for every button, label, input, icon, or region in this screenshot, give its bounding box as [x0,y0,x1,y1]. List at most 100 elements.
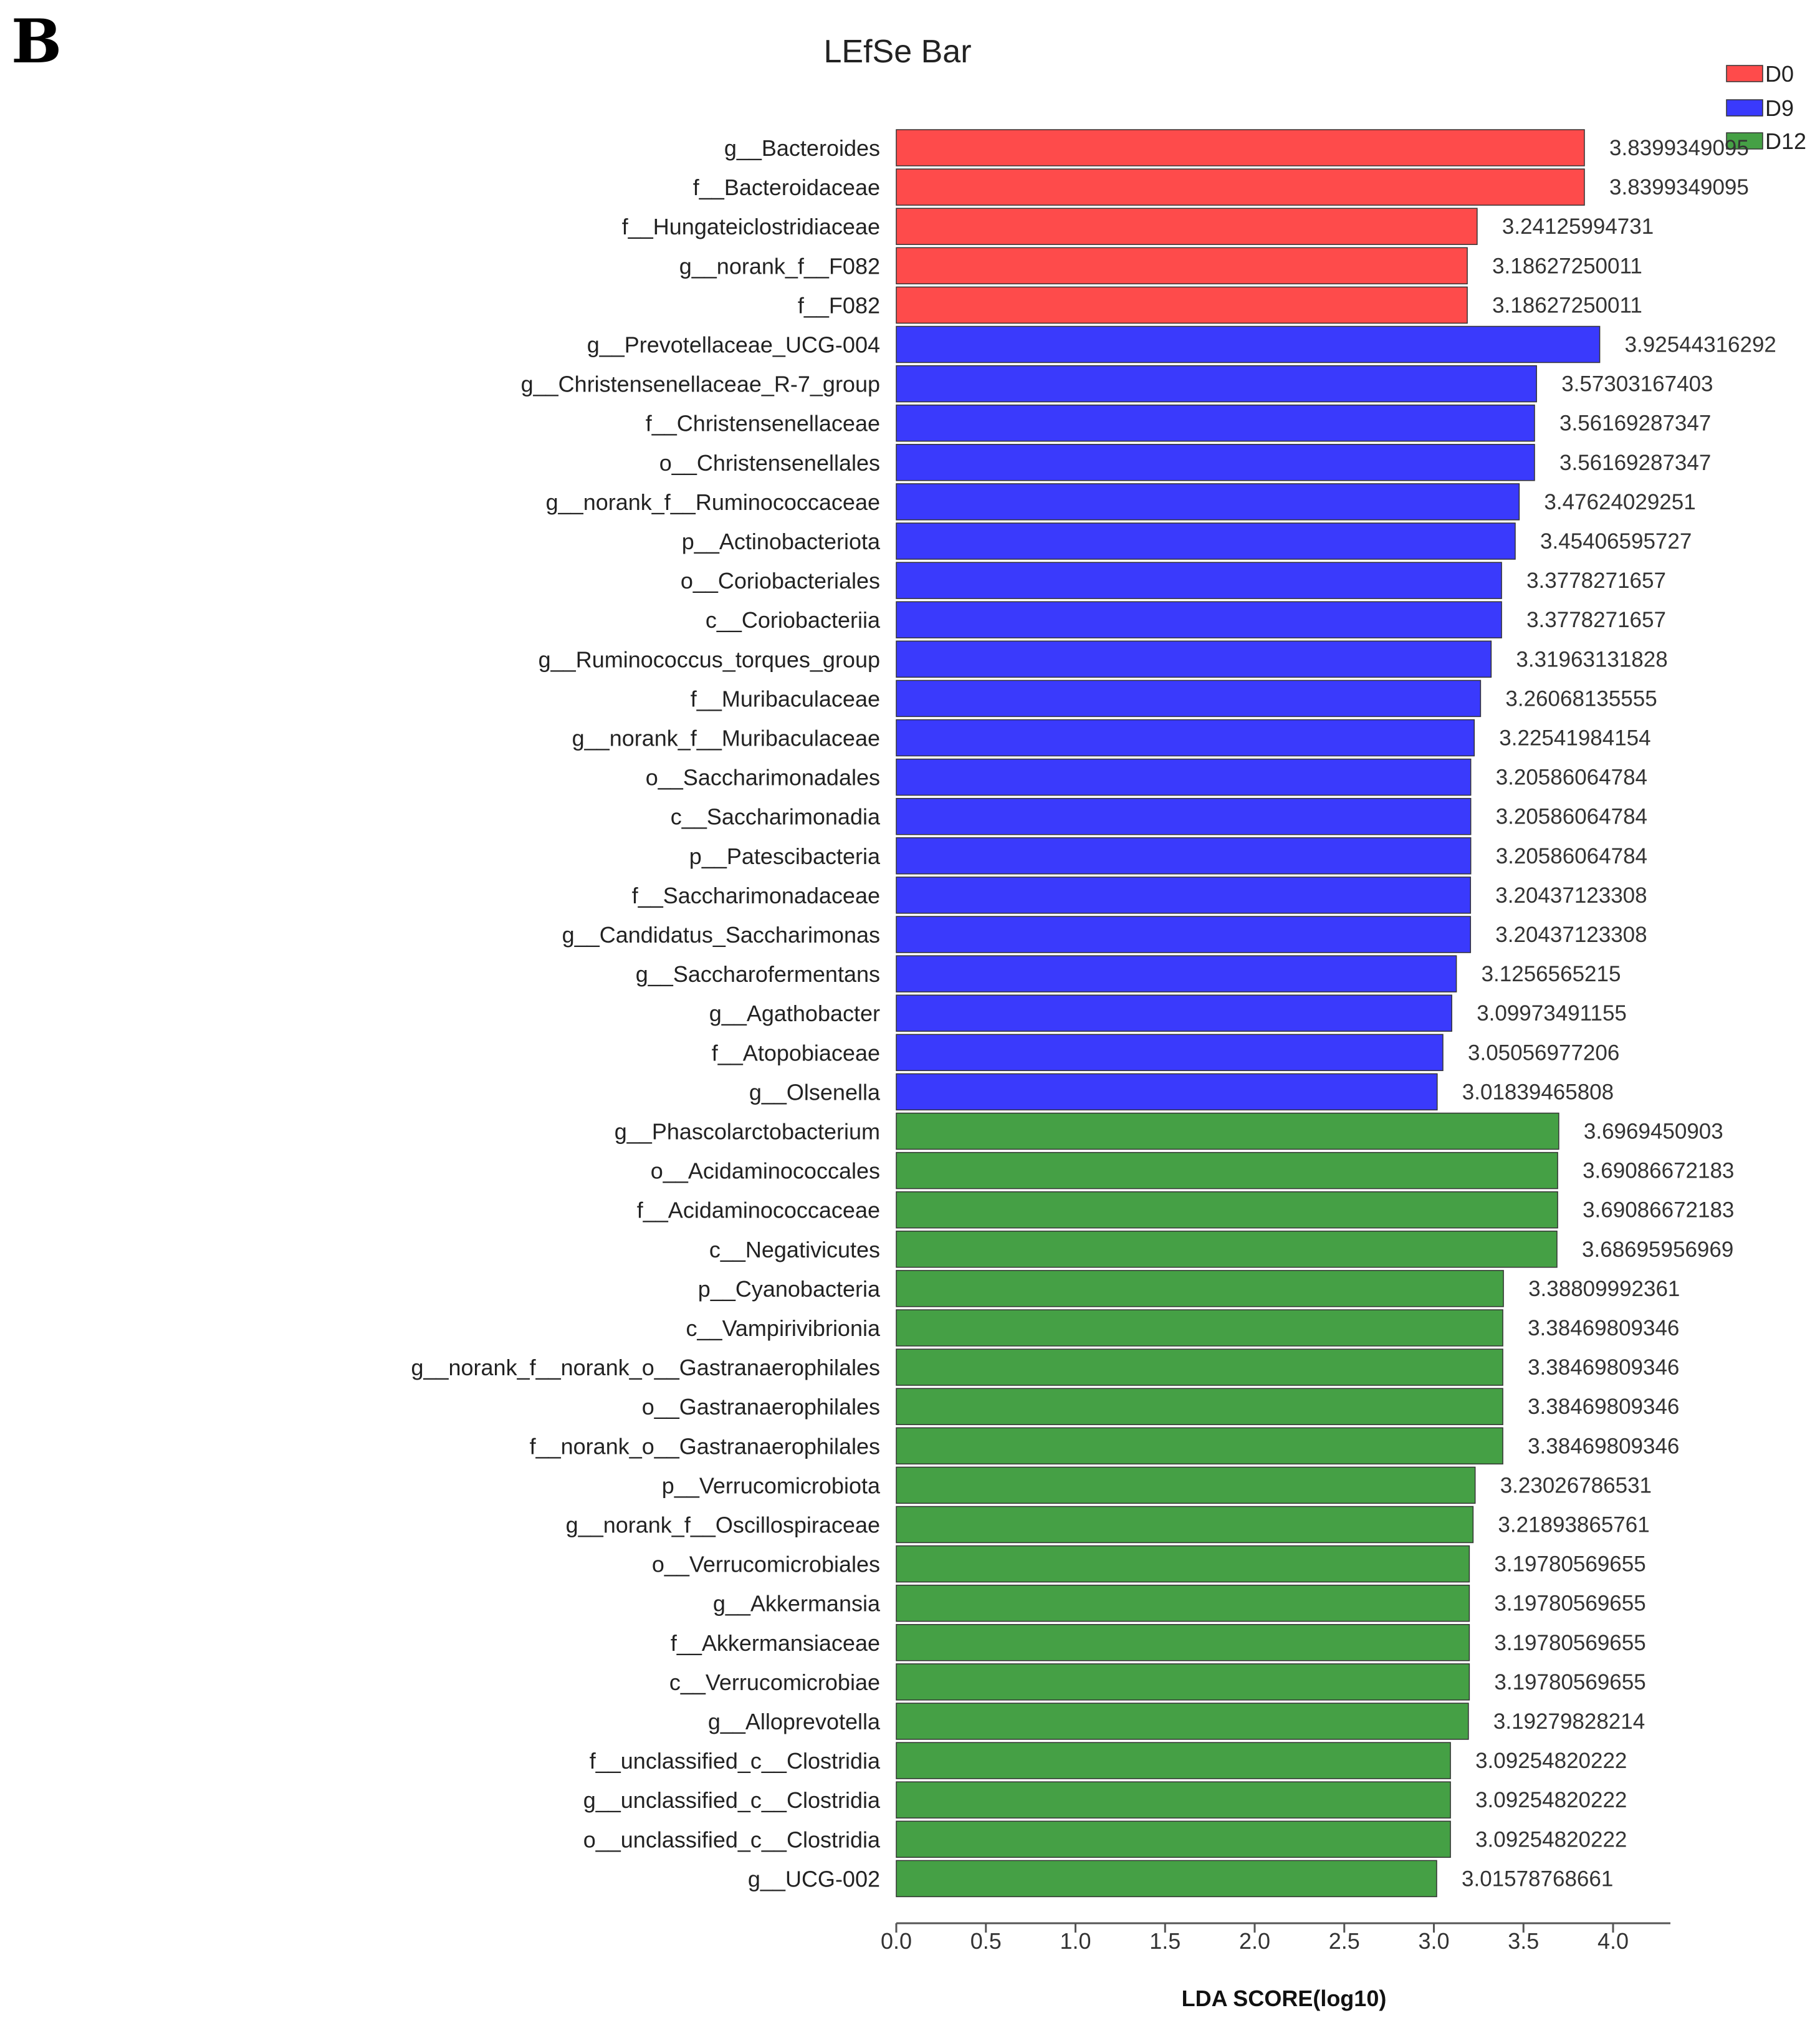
bar [896,286,1468,324]
value-label: 3.56169287347 [1559,451,1711,475]
bar [896,325,1601,363]
bar [896,1151,1558,1189]
bar [896,562,1502,599]
category-label: c__Saccharimonadia [671,804,881,830]
value-label: 3.18627250011 [1492,293,1642,317]
category-label: g__norank_f__Muribaculaceae [572,726,880,751]
category-label: g__Prevotellaceae_UCG-004 [587,332,880,358]
bar [896,758,1472,796]
x-tick-label: 2.0 [1239,1928,1270,1954]
bar [896,444,1535,481]
legend-swatch [1726,65,1763,82]
bar [896,1663,1470,1701]
bar [896,1703,1469,1740]
value-label: 3.38469809346 [1528,1434,1679,1458]
bar [896,1584,1470,1622]
value-label: 3.01578768661 [1462,1867,1613,1891]
bar [896,1781,1451,1819]
legend: D0 D9 D12 [1726,61,1806,154]
legend-label: D12 [1765,128,1806,154]
category-labels: g__Bacteroides f__Bacteroidaceae f__Hungat… [411,135,881,1891]
value-label: 3.3778271657 [1526,608,1666,632]
value-label: 3.20437123308 [1495,923,1647,947]
category-label: f__Hungateiclostridiaceae [622,214,880,239]
bar [896,994,1452,1032]
category-label: g__Phascolarctobacterium [615,1119,880,1145]
value-label: 3.20586064784 [1496,766,1647,790]
value-label: 3.31963131828 [1516,647,1667,671]
bars-group [896,129,1601,1898]
bar [896,1742,1451,1779]
value-label: 3.20586064784 [1496,844,1647,868]
category-label: g__Akkermansia [713,1591,881,1617]
value-label: 3.69086672183 [1583,1159,1734,1183]
category-label: g__UCG-002 [748,1866,880,1891]
category-label: f__unclassified_c__Clostridia [590,1748,881,1774]
value-label: 3.19279828214 [1493,1709,1645,1734]
bar [896,483,1520,521]
bar [896,1820,1451,1858]
bar [896,1112,1559,1150]
x-tick-label: 2.5 [1329,1928,1360,1954]
value-label: 3.57303167403 [1561,372,1713,396]
bar [896,129,1585,166]
bar [896,1860,1437,1898]
value-label: 3.01839465808 [1462,1080,1614,1104]
bar [896,1545,1470,1583]
value-label: 3.56169287347 [1559,411,1711,436]
value-label: 3.23026786531 [1500,1473,1652,1497]
bar [896,1231,1558,1268]
category-label: g__Alloprevotella [708,1709,881,1734]
category-label: g__norank_f__norank_o__Gastranaerophilal… [411,1355,880,1380]
category-label: o__Acidaminococcales [651,1158,880,1184]
legend-swatch [1726,132,1763,150]
value-label: 3.19780569655 [1494,1670,1645,1694]
x-tick-label: 0.5 [970,1928,1002,1954]
bar [896,640,1492,678]
category-label: g__Saccharofermentans [636,961,880,987]
category-label: p__Actinobacteriota [682,529,881,554]
category-label: o__Saccharimonadales [646,765,880,790]
x-tick-label: 0.0 [881,1928,912,1954]
category-label: o__Coriobacteriales [681,568,880,593]
x-tick-label: 3.5 [1508,1928,1539,1954]
value-label: 3.38469809346 [1528,1316,1679,1340]
category-label: g__Agathobacter [709,1001,880,1026]
category-label: g__Christensenellaceae_R-7_group [521,372,880,397]
value-label: 3.24125994731 [1502,214,1654,239]
category-label: p__Verrucomicrobiota [662,1473,881,1498]
value-label: 3.8399349095 [1609,175,1749,199]
bar [896,1506,1474,1544]
value-label: 3.92544316292 [1625,333,1776,357]
value-label: 3.26068135555 [1505,686,1657,711]
bar [896,1073,1438,1111]
category-label: p__Cyanobacteria [698,1276,881,1302]
category-label: c__Coriobacteriia [706,607,881,633]
bar [896,522,1516,560]
bar [896,1466,1476,1504]
legend-label: D0 [1765,61,1794,87]
value-label: 3.38809992361 [1528,1277,1680,1301]
value-labels: 3.8399349095 3.8399349095 3.24125994731 3.1… [1462,136,1776,1891]
x-tick-label: 3.0 [1418,1928,1449,1954]
value-label: 3.18627250011 [1492,254,1642,278]
bar [896,1191,1558,1229]
bar [896,837,1472,875]
category-label: f__norank_o__Gastranaerophilales [530,1433,880,1459]
panel-letter: B [11,6,62,77]
bar [896,1034,1444,1072]
category-label: g__Candidatus_Saccharimonas [562,922,880,948]
bar [896,680,1482,718]
category-label: f__Saccharimonadaceae [632,883,880,908]
value-label: 3.38469809346 [1528,1355,1679,1380]
value-label: 3.47624029251 [1544,490,1695,514]
category-label: c__Verrucomicrobiae [669,1670,880,1695]
legend-label: D9 [1765,95,1794,121]
bar [896,208,1478,245]
value-label: 3.38469809346 [1528,1395,1679,1419]
x-axis-title: LDA SCORE(log10) [1182,1986,1387,2011]
category-label: f__Christensenellaceae [646,411,880,436]
category-label: f__Bacteroidaceae [693,175,880,200]
category-label: g__norank_f__Oscillospiraceae [566,1512,880,1538]
